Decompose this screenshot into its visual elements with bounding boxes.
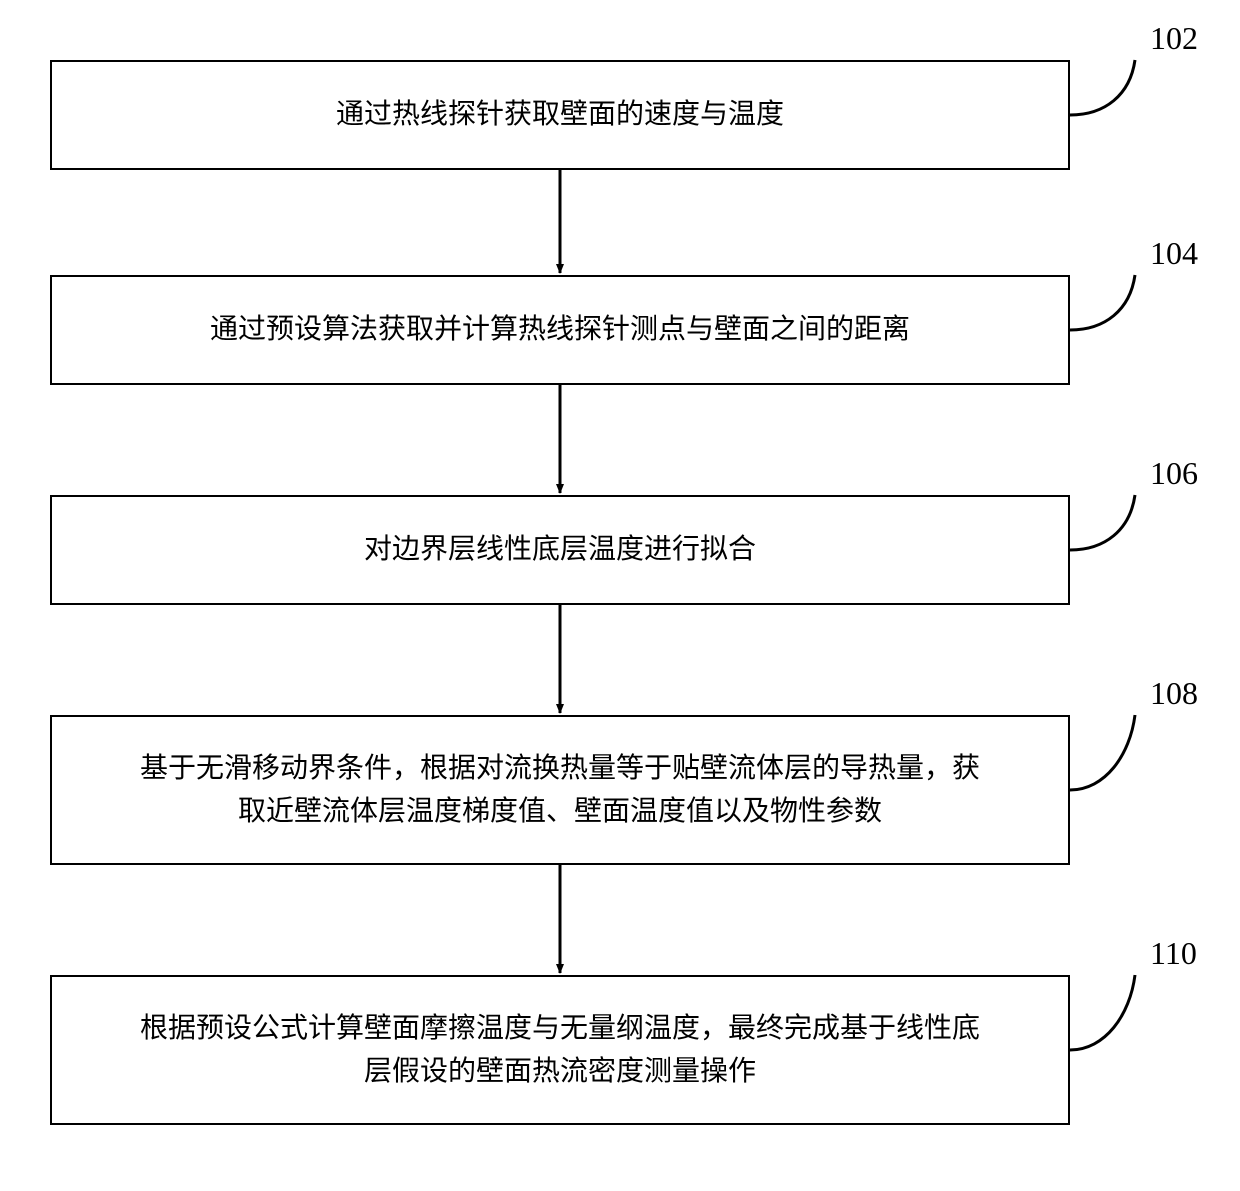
connector-106 bbox=[1070, 495, 1135, 550]
flow-step-label-106: 106 bbox=[1150, 455, 1198, 492]
flow-step-text: 通过热线探针获取壁面的速度与温度 bbox=[336, 93, 784, 136]
connector-108 bbox=[1070, 715, 1135, 790]
label-connectors bbox=[1070, 60, 1135, 1050]
flow-step-label-102: 102 bbox=[1150, 20, 1198, 57]
flowchart-canvas: 通过热线探针获取壁面的速度与温度 102 通过预设算法获取并计算热线探针测点与壁… bbox=[0, 0, 1240, 1191]
flow-step-110: 根据预设公式计算壁面摩擦温度与无量纲温度，最终完成基于线性底 层假设的壁面热流密… bbox=[50, 975, 1070, 1125]
flow-step-text: 对边界层线性底层温度进行拟合 bbox=[364, 528, 756, 571]
flow-step-label-104: 104 bbox=[1150, 235, 1198, 272]
flow-step-text: 基于无滑移动界条件，根据对流换热量等于贴壁流体层的导热量，获 取近壁流体层温度梯… bbox=[140, 747, 980, 834]
connector-104 bbox=[1070, 275, 1135, 330]
flow-step-label-110: 110 bbox=[1150, 935, 1197, 972]
flow-step-text: 通过预设算法获取并计算热线探针测点与壁面之间的距离 bbox=[210, 308, 910, 351]
flow-step-106: 对边界层线性底层温度进行拟合 bbox=[50, 495, 1070, 605]
connector-110 bbox=[1070, 975, 1135, 1050]
flow-step-108: 基于无滑移动界条件，根据对流换热量等于贴壁流体层的导热量，获 取近壁流体层温度梯… bbox=[50, 715, 1070, 865]
flow-step-102: 通过热线探针获取壁面的速度与温度 bbox=[50, 60, 1070, 170]
flow-step-text: 根据预设公式计算壁面摩擦温度与无量纲温度，最终完成基于线性底 层假设的壁面热流密… bbox=[140, 1007, 980, 1094]
flow-step-104: 通过预设算法获取并计算热线探针测点与壁面之间的距离 bbox=[50, 275, 1070, 385]
connector-102 bbox=[1070, 60, 1135, 115]
flow-step-label-108: 108 bbox=[1150, 675, 1198, 712]
